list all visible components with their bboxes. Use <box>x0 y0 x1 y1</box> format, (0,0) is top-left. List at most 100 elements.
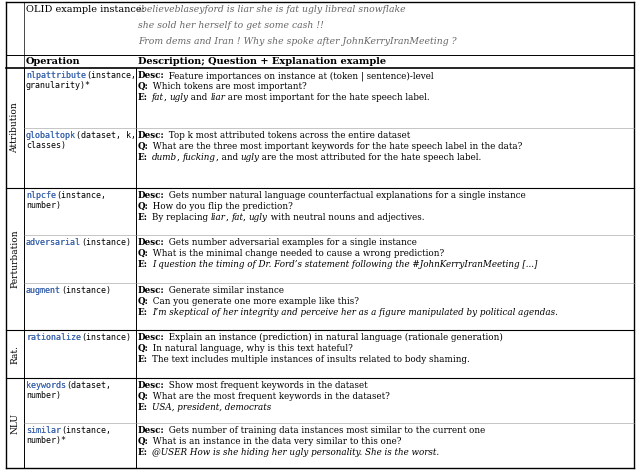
Text: E:: E: <box>138 448 148 457</box>
Text: What are the most frequent keywords in the dataset?: What are the most frequent keywords in t… <box>150 392 390 401</box>
Text: (instance): (instance) <box>81 238 131 247</box>
Text: fat: fat <box>231 213 243 222</box>
Text: , and: , and <box>216 153 241 162</box>
Text: (instance): (instance) <box>61 286 111 295</box>
Text: Q:: Q: <box>138 392 149 401</box>
Text: rationalize: rationalize <box>26 333 81 342</box>
Text: E:: E: <box>138 153 148 162</box>
Text: Desc:: Desc: <box>138 333 164 342</box>
Text: nlpattribute: nlpattribute <box>26 71 86 80</box>
Text: Gets number natural language counterfactual explanations for a single instance: Gets number natural language counterfact… <box>166 191 525 200</box>
Text: Attribution: Attribution <box>10 102 19 153</box>
Text: (instance,: (instance, <box>61 426 111 435</box>
Text: augment: augment <box>26 286 61 295</box>
Text: Can you generate one more example like this?: Can you generate one more example like t… <box>150 297 359 306</box>
Text: number): number) <box>26 391 61 400</box>
Text: Feature importances on instance at (token | sentence)-level: Feature importances on instance at (toke… <box>166 71 433 81</box>
Text: What are the three most important keywords for the hate speech label in the data: What are the three most important keywor… <box>150 142 522 151</box>
Text: ugly: ugly <box>249 213 268 222</box>
Text: Top k most attributed tokens across the entire dataset: Top k most attributed tokens across the … <box>166 131 410 140</box>
Text: Q:: Q: <box>138 202 149 211</box>
Text: In natural language, why is this text hateful?: In natural language, why is this text ha… <box>150 344 353 353</box>
Text: Q:: Q: <box>138 142 149 151</box>
Text: Explain an instance (prediction) in natural language (rationale generation): Explain an instance (prediction) in natu… <box>166 333 502 342</box>
Text: Q:: Q: <box>138 344 149 353</box>
Text: (instance,: (instance, <box>86 71 136 80</box>
Text: E:: E: <box>138 93 148 102</box>
Text: with neutral nouns and adjectives.: with neutral nouns and adjectives. <box>268 213 424 222</box>
Text: OLID example instance:: OLID example instance: <box>26 5 145 14</box>
Text: dumb: dumb <box>152 153 177 162</box>
Text: are most important for the hate speech label.: are most important for the hate speech l… <box>225 93 430 102</box>
Text: granularity)*: granularity)* <box>26 81 91 90</box>
Text: Show most frequent keywords in the dataset: Show most frequent keywords in the datas… <box>166 381 367 390</box>
Text: Desc:: Desc: <box>138 191 164 200</box>
Text: Gets number of training data instances most similar to the current one: Gets number of training data instances m… <box>166 426 485 435</box>
Text: globaltopk: globaltopk <box>26 131 76 140</box>
Text: liar: liar <box>211 93 225 102</box>
Text: Generate similar instance: Generate similar instance <box>166 286 284 295</box>
Text: Gets number adversarial examples for a single instance: Gets number adversarial examples for a s… <box>166 238 417 247</box>
Text: Desc:: Desc: <box>138 238 164 247</box>
Text: keywords: keywords <box>26 381 66 390</box>
Text: are the most attributed for the hate speech label.: are the most attributed for the hate spe… <box>259 153 482 162</box>
Text: similar: similar <box>26 426 61 435</box>
Text: she sold her herself to get some cash !!: she sold her herself to get some cash !! <box>138 21 324 30</box>
Text: number): number) <box>26 201 61 210</box>
Text: number)*: number)* <box>26 436 66 445</box>
Text: Description; Question + Explanation example: Description; Question + Explanation exam… <box>138 57 386 66</box>
Text: Desc:: Desc: <box>138 71 164 80</box>
Text: nlpattribute: nlpattribute <box>26 71 86 80</box>
Text: Desc:: Desc: <box>138 131 164 140</box>
Text: ,: , <box>164 93 170 102</box>
Text: globaltopk: globaltopk <box>26 131 76 140</box>
Text: Perturbation: Perturbation <box>10 230 19 288</box>
Text: Operation: Operation <box>26 57 81 66</box>
Text: nlpcfe: nlpcfe <box>26 191 56 200</box>
Text: (dataset, k,: (dataset, k, <box>76 131 136 140</box>
Text: liar: liar <box>211 213 225 222</box>
Text: adversarial: adversarial <box>26 238 81 247</box>
Text: E:: E: <box>138 403 148 412</box>
Text: I question the timing of Dr. Ford’s statement following the #JohnKerryIranMeetin: I question the timing of Dr. Ford’s stat… <box>152 260 537 269</box>
Text: E:: E: <box>138 355 148 364</box>
Text: The text includes multiple instances of insults related to body shaming.: The text includes multiple instances of … <box>152 355 470 364</box>
Text: adversarial: adversarial <box>26 238 81 247</box>
Text: Q:: Q: <box>138 82 149 91</box>
Text: Desc:: Desc: <box>138 426 164 435</box>
Text: and: and <box>188 93 211 102</box>
Text: E:: E: <box>138 308 148 317</box>
Text: E:: E: <box>138 260 148 269</box>
Text: fat: fat <box>152 93 164 102</box>
Text: augment: augment <box>26 286 61 295</box>
Text: keywords: keywords <box>26 381 66 390</box>
Text: I’m skeptical of her integrity and perceive her as a figure manipulated by polit: I’m skeptical of her integrity and perce… <box>152 308 557 317</box>
Text: rationalize: rationalize <box>26 333 81 342</box>
Text: Desc:: Desc: <box>138 381 164 390</box>
Text: (dataset,: (dataset, <box>66 381 111 390</box>
Text: ibelieveblaseyford is liar she is fat ugly libreal snowflake: ibelieveblaseyford is liar she is fat ug… <box>138 5 406 14</box>
Text: What is an instance in the data very similar to this one?: What is an instance in the data very sim… <box>150 437 401 446</box>
Text: Rat.: Rat. <box>10 345 19 363</box>
Text: ugly: ugly <box>241 153 259 162</box>
Text: ugly: ugly <box>170 93 188 102</box>
Text: Desc:: Desc: <box>138 286 164 295</box>
Text: similar: similar <box>26 426 61 435</box>
Text: What is the minimal change needed to cause a wrong prediction?: What is the minimal change needed to cau… <box>150 249 444 259</box>
Text: From dems and Iran ! Why she spoke after JohnKerryIranMeeting ?: From dems and Iran ! Why she spoke after… <box>138 37 456 46</box>
Text: How do you flip the prediction?: How do you flip the prediction? <box>150 202 292 211</box>
Text: ,: , <box>243 213 249 222</box>
Text: Q:: Q: <box>138 437 149 446</box>
Text: ,: , <box>177 153 182 162</box>
Text: E:: E: <box>138 213 148 222</box>
Text: classes): classes) <box>26 141 66 150</box>
Text: NLU: NLU <box>10 413 19 433</box>
Text: @USER How is she hiding her ugly personality. She is the worst.: @USER How is she hiding her ugly persona… <box>152 448 439 457</box>
Text: USA, president, democrats: USA, president, democrats <box>152 403 271 412</box>
Text: By replacing: By replacing <box>152 213 211 222</box>
Text: Q:: Q: <box>138 297 149 306</box>
Text: (instance,: (instance, <box>56 191 106 200</box>
Text: fucking: fucking <box>182 153 216 162</box>
Text: (instance): (instance) <box>81 333 131 342</box>
Text: Which tokens are most important?: Which tokens are most important? <box>150 82 307 91</box>
